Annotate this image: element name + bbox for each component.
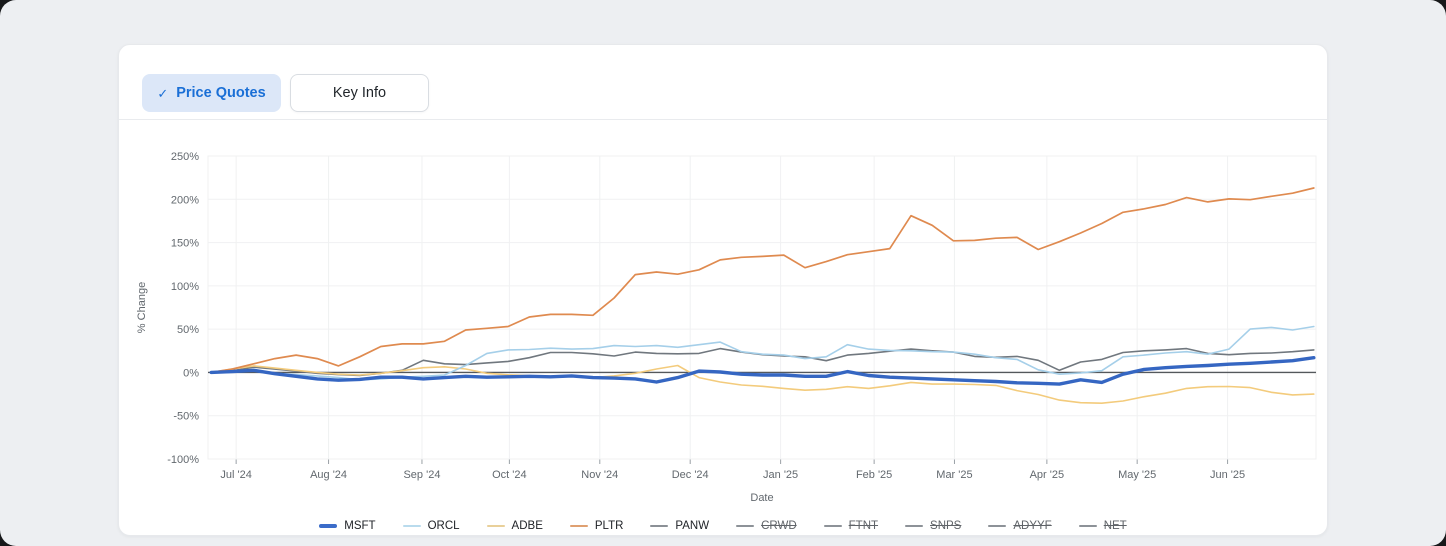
legend-swatch-icon bbox=[736, 525, 755, 527]
legend-label: PLTR bbox=[594, 520, 624, 532]
legend-swatch-icon bbox=[823, 525, 842, 527]
y-axis-title: % Change bbox=[136, 282, 148, 333]
y-tick-label: -50% bbox=[173, 411, 199, 423]
x-tick-label: May '25 bbox=[1118, 469, 1156, 481]
series-line-panw bbox=[210, 347, 1315, 377]
x-tick-label: Nov '24 bbox=[581, 469, 618, 481]
legend-item-ftnt[interactable]: FTNT bbox=[823, 520, 879, 532]
tab-key-info[interactable]: Key Info bbox=[290, 74, 429, 112]
x-tick-label: Apr '25 bbox=[1030, 469, 1065, 481]
x-tick-label: Dec '24 bbox=[672, 469, 709, 481]
series-line-pltr bbox=[210, 187, 1315, 374]
legend-label: CRWD bbox=[761, 520, 797, 532]
x-axis-title: Date bbox=[750, 492, 773, 504]
y-tick-label: 250% bbox=[171, 151, 199, 163]
y-tick-label: 50% bbox=[177, 324, 199, 336]
legend-label: PANW bbox=[675, 520, 710, 532]
legend-label: ADBE bbox=[511, 520, 543, 532]
x-tick-label: Jun '25 bbox=[1210, 469, 1245, 481]
legend-label: ORCL bbox=[427, 520, 460, 532]
x-tick-label: Jan '25 bbox=[763, 469, 798, 481]
legend-item-pltr[interactable]: PLTR bbox=[569, 520, 624, 532]
legend-item-panw[interactable]: PANW bbox=[650, 520, 709, 532]
legend-label: NET bbox=[1103, 520, 1127, 532]
x-tick-label: Sep '24 bbox=[403, 469, 440, 481]
tab-price-quotes[interactable]: ✓ Price Quotes bbox=[142, 74, 281, 112]
legend-swatch-icon bbox=[319, 524, 338, 528]
tab-key-info-label: Key Info bbox=[332, 85, 387, 101]
legend-item-crwd[interactable]: CRWD bbox=[736, 520, 797, 532]
y-tick-label: 100% bbox=[171, 281, 199, 293]
x-tick-label: Oct '24 bbox=[492, 469, 527, 481]
y-tick-label: 200% bbox=[171, 194, 199, 206]
legend-item-snps[interactable]: SNPS bbox=[905, 520, 961, 532]
series-line-msft bbox=[209, 355, 1316, 386]
series-line-adbe bbox=[210, 364, 1315, 405]
x-tick-label: Mar '25 bbox=[936, 469, 972, 481]
legend-swatch-icon bbox=[1078, 525, 1097, 527]
y-tick-label: -100% bbox=[167, 454, 199, 466]
y-tick-label: 0% bbox=[183, 367, 199, 379]
legend-item-msft[interactable]: MSFT bbox=[319, 520, 376, 532]
tabs-row: ✓ Price Quotes Key Info bbox=[119, 45, 1327, 119]
chart-canvas[interactable]: 250% 200% 150% 100% 50% 0% -50% -100% Jul '24 Aug… bbox=[119, 120, 1327, 505]
plot-border bbox=[207, 155, 1317, 460]
legend-swatch-icon bbox=[650, 525, 669, 527]
x-tick-label: Aug '24 bbox=[310, 469, 347, 481]
y-tick-label: 150% bbox=[171, 238, 199, 250]
gridlines bbox=[208, 155, 1316, 464]
legend-label: FTNT bbox=[848, 520, 879, 532]
x-tick-label: Feb '25 bbox=[856, 469, 892, 481]
legend-swatch-icon bbox=[402, 525, 421, 527]
tabs-divider bbox=[119, 119, 1327, 120]
x-tick-label: Jul '24 bbox=[220, 469, 251, 481]
legend-item-net[interactable]: NET bbox=[1078, 520, 1127, 532]
panel-card: ✓ Price Quotes Key Info 250% 200% 150% 100%… bbox=[118, 44, 1328, 536]
legend-swatch-icon bbox=[569, 525, 588, 527]
tab-price-quotes-label: Price Quotes bbox=[176, 85, 266, 101]
check-icon: ✓ bbox=[157, 85, 169, 101]
legend-item-adbe[interactable]: ADBE bbox=[486, 520, 543, 532]
legend-swatch-icon bbox=[905, 525, 924, 527]
legend-item-adyyf[interactable]: ADYYF bbox=[988, 520, 1052, 532]
legend-swatch-icon bbox=[486, 525, 505, 527]
legend-label: SNPS bbox=[930, 520, 962, 532]
price-chart: 250% 200% 150% 100% 50% 0% -50% -100% Jul '24 Aug… bbox=[119, 120, 1327, 510]
legend-label: ADYYF bbox=[1013, 520, 1052, 532]
legend-item-orcl[interactable]: ORCL bbox=[402, 520, 460, 532]
legend-label: MSFT bbox=[344, 520, 376, 532]
chart-legend: MSFT ORCL ADBE PLTR PANW CRWD FTNT SNPS ADYYF NET bbox=[119, 512, 1327, 540]
legend-swatch-icon bbox=[988, 525, 1007, 527]
